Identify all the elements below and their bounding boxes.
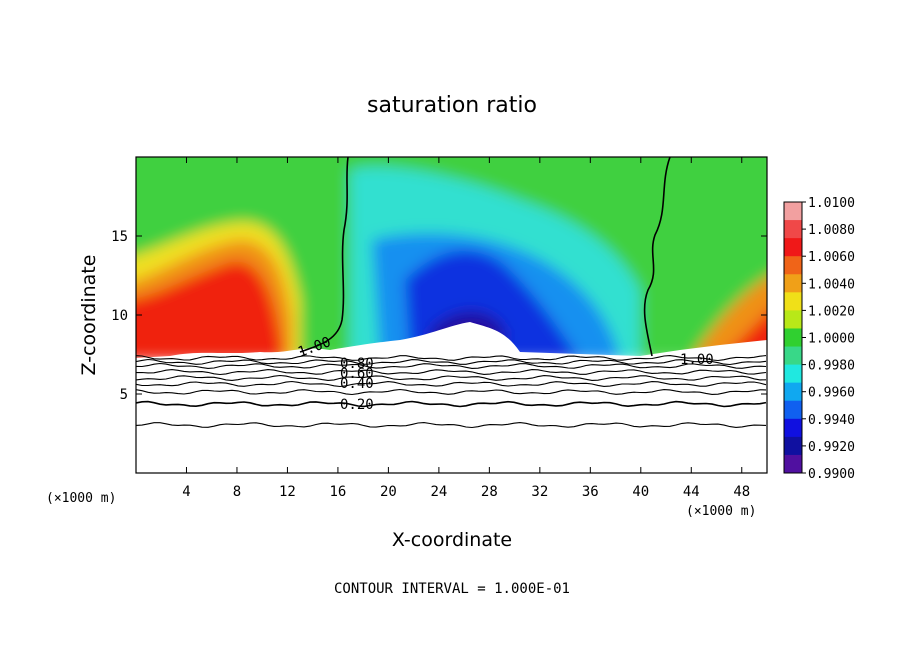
colorbar-swatch <box>784 346 802 366</box>
y-tick-label: 5 <box>120 387 128 403</box>
contour-line <box>136 400 767 408</box>
colorbar-swatch <box>784 202 802 221</box>
colorbar-tick-label: 0.9920 <box>808 440 855 455</box>
colorbar-tick-label: 1.0080 <box>808 223 855 238</box>
contour-label: 0.60 <box>340 366 374 382</box>
colorbar: 1.0100 1.0080 1.0060 1.0040 1.0020 1.0000 0.99… <box>783 196 855 482</box>
colorbar-swatch <box>784 382 802 402</box>
x-tick-label: 40 <box>632 484 649 500</box>
colorbar-tick-label: 1.0040 <box>808 277 855 292</box>
plot-area <box>136 157 767 473</box>
contour-line <box>136 355 767 362</box>
x-tick-label: 28 <box>481 484 498 500</box>
x-tick-label: 12 <box>279 484 296 500</box>
contour-lines <box>136 355 767 429</box>
y-axis-label: Z-coordinate <box>78 255 100 376</box>
x-tick-label: 4 <box>182 484 190 500</box>
colorbar-swatch <box>784 220 802 239</box>
contour-line <box>136 422 767 429</box>
colorbar-swatch <box>784 364 802 384</box>
colorbar-tick-label: 0.9940 <box>808 413 855 428</box>
colorbar-tick-label: 1.0020 <box>808 304 855 319</box>
x-tick-label: 16 <box>329 484 346 500</box>
saturation-field <box>136 157 767 360</box>
colorbar-swatch <box>784 400 802 420</box>
contour-line <box>136 369 767 376</box>
x-tick-label: 36 <box>582 484 599 500</box>
colorbar-swatch <box>784 238 802 257</box>
contour-line <box>136 358 767 366</box>
contour-label: 0.20 <box>340 397 374 413</box>
colorbar-swatch <box>784 454 802 474</box>
y-axis-ticks: 5 10 15 <box>111 229 767 403</box>
x-tick-label: 32 <box>531 484 548 500</box>
colorbar-tick-label: 1.0000 <box>808 332 855 347</box>
contour-line <box>136 388 767 396</box>
contour-1p00-left <box>299 157 349 353</box>
y-tick-label: 15 <box>111 229 128 245</box>
colorbar-tick-label: 0.9960 <box>808 386 855 401</box>
colorbar-swatch <box>784 274 802 293</box>
contour-label: 1.00 <box>680 352 714 368</box>
colorbar-tick-label: 0.9900 <box>808 467 855 482</box>
x-axis-label: X-coordinate <box>392 529 512 551</box>
subsaturated-region <box>136 322 767 473</box>
y-tick-label: 10 <box>111 308 128 324</box>
colorbar-swatch <box>784 328 802 348</box>
colorbar-tick-label: 1.0100 <box>808 196 855 211</box>
colorbar-swatch <box>784 310 802 329</box>
contour-label: 0.40 <box>340 376 374 392</box>
contour-line <box>136 362 767 369</box>
x-tick-label: 44 <box>683 484 700 500</box>
x-axis-unit-right: (×1000 m) <box>686 504 756 519</box>
x-axis-unit-left: (×1000 m) <box>46 491 116 506</box>
x-tick-label: 48 <box>733 484 750 500</box>
colorbar-swatch <box>784 436 802 456</box>
x-tick-label: 8 <box>233 484 241 500</box>
chart-title: saturation ratio <box>367 93 537 118</box>
contour-line <box>136 380 767 388</box>
contour-label: 0.80 <box>340 356 374 372</box>
colorbar-tick-label: 1.0060 <box>808 250 855 265</box>
colorbar-swatch <box>784 418 802 438</box>
contour-line <box>136 374 767 381</box>
x-tick-label: 20 <box>380 484 397 500</box>
colorbar-tick-label: 0.9980 <box>808 359 855 374</box>
colorbar-swatch <box>784 292 802 311</box>
contour-interval-note: CONTOUR INTERVAL = 1.000E-01 <box>334 581 570 597</box>
colorbar-swatch <box>784 256 802 275</box>
contour-1p00-right <box>643 157 671 357</box>
x-tick-label: 24 <box>430 484 447 500</box>
x-axis-ticks: 4 8 12 16 20 24 28 32 36 40 44 48 <box>182 157 750 500</box>
